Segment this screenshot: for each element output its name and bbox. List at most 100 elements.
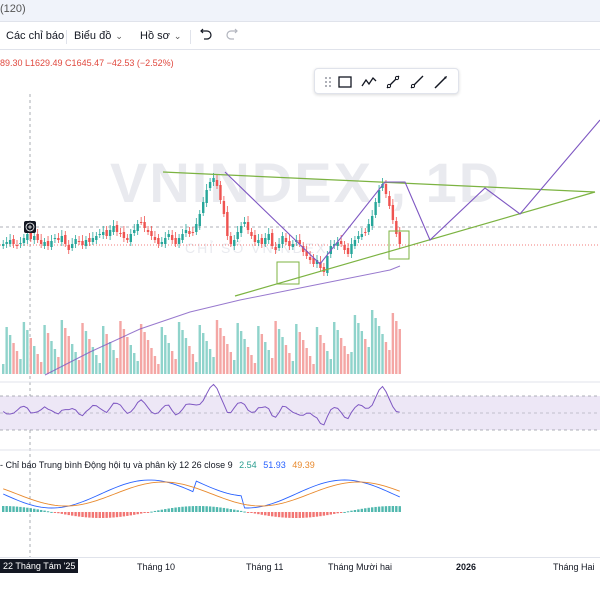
macd-histogram-bar: [198, 506, 201, 512]
brush-icon[interactable]: [433, 74, 449, 90]
volume-bar: [53, 349, 57, 374]
macd-histogram-bar: [395, 506, 398, 512]
window-tab-title[interactable]: (120): [0, 3, 26, 15]
candle-body: [153, 237, 157, 240]
symbol-watermark: VNINDEX , 1D: [110, 151, 502, 214]
volume-bar: [295, 324, 298, 374]
volume-bar: [153, 356, 157, 374]
ray-icon[interactable]: [409, 74, 425, 90]
candle-body: [12, 239, 15, 244]
macd-histogram-bar: [143, 512, 146, 513]
macd-histogram-bar: [129, 512, 132, 516]
pattern-highlight-box[interactable]: [388, 230, 410, 260]
macd-title: - Chỉ báo Trung bình Động hội tụ và phân…: [0, 460, 233, 470]
candle-body: [160, 242, 164, 244]
candle-body: [126, 238, 129, 240]
chart-canvas[interactable]: [0, 94, 600, 557]
path-icon[interactable]: [361, 74, 377, 90]
add-alert-button[interactable]: [24, 221, 36, 233]
triangle-upper-line[interactable]: [162, 171, 596, 193]
volume-bar: [226, 344, 229, 374]
candle-body: [105, 230, 108, 236]
window-titlebar: (120): [0, 0, 600, 22]
volume-bar: [329, 359, 332, 374]
candle-body: [374, 202, 377, 215]
redo-button[interactable]: [226, 28, 238, 44]
macd-histogram-bar: [246, 512, 250, 513]
macd-histogram-bar: [370, 507, 374, 512]
candle-body: [143, 222, 146, 228]
candle-body: [33, 236, 36, 240]
chart-menu-button[interactable]: Biểu đồ ⌄: [74, 28, 123, 44]
volume-bar: [164, 335, 167, 374]
candle-body: [133, 230, 136, 233]
candle-body: [239, 226, 243, 233]
pattern-highlight-box[interactable]: [276, 261, 300, 285]
macd-histogram-bar: [364, 508, 367, 512]
candle-body: [95, 236, 98, 240]
macd-histogram-bar: [267, 512, 270, 516]
candle-body: [181, 234, 184, 240]
macd-histogram-bar: [274, 512, 277, 517]
volume-bar: [64, 328, 67, 374]
macd-histogram-bar: [191, 506, 195, 512]
macd-histogram-bar: [67, 512, 70, 516]
candle-body: [281, 236, 284, 244]
macd-histogram-bar: [253, 512, 257, 514]
macd-histogram-bar: [167, 508, 170, 512]
projection-path[interactable]: [224, 119, 600, 265]
volume-bar: [374, 318, 377, 374]
macd-histogram-bar: [164, 509, 167, 512]
volume-bar: [319, 335, 322, 374]
volume-bar: [39, 362, 43, 374]
volume-bar: [102, 326, 105, 374]
macd-histogram-bar: [153, 510, 157, 512]
candle-body: [384, 184, 388, 194]
volume-bar: [229, 352, 232, 374]
candle-body: [291, 244, 295, 247]
macd-hist-value: 2.54: [239, 460, 257, 470]
undo-button[interactable]: [200, 28, 212, 44]
macd-histogram-bar: [98, 512, 101, 518]
candle-body: [19, 243, 22, 244]
candle-body: [81, 241, 84, 245]
candle-body: [122, 232, 126, 238]
rsi-line: [2, 383, 400, 426]
macd-histogram-bar: [260, 512, 264, 515]
macd-histogram-bar: [208, 506, 212, 512]
macd-histogram-bar: [146, 512, 150, 513]
drag-handle-icon[interactable]: [321, 74, 337, 90]
chevron-down-icon: ⌄: [115, 31, 123, 41]
triangle-lower-line[interactable]: [234, 191, 596, 297]
indicators-button[interactable]: Các chỉ báo: [6, 28, 64, 44]
time-tick: Tháng Mười hai: [328, 562, 392, 572]
macd-legend[interactable]: - Chỉ báo Trung bình Động hội tụ và phân…: [0, 460, 315, 470]
volume-bar: [167, 343, 170, 374]
volume-bar: [195, 362, 198, 374]
candle-body: [8, 240, 12, 244]
triangle-pattern[interactable]: [162, 171, 596, 297]
volume-bar: [346, 354, 350, 374]
profile-menu-button[interactable]: Hồ sơ ⌄: [140, 28, 181, 44]
volume-bar: [15, 351, 19, 374]
trendline-icon[interactable]: [385, 74, 401, 90]
candle-body: [2, 244, 5, 246]
volume-bar: [36, 354, 39, 374]
volume-bar: [143, 332, 146, 374]
candle-body: [74, 239, 77, 244]
candle-body: [102, 232, 105, 235]
macd-histogram-bar: [15, 506, 19, 512]
volume-bar: [139, 324, 143, 374]
candle-body: [70, 244, 74, 248]
candle-body: [215, 180, 219, 186]
macd-histogram-bar: [8, 506, 12, 512]
macd-histogram-bar: [70, 512, 74, 516]
rectangle-icon[interactable]: [337, 74, 353, 90]
volume-bar: [108, 342, 112, 374]
macd-histogram-bar: [88, 512, 91, 518]
redo-icon: [226, 28, 238, 40]
volume-bars: [2, 310, 401, 374]
macd-histogram-bar: [336, 512, 339, 514]
macd-histogram-bar: [12, 506, 15, 512]
time-axis[interactable]: 9 Tháng 10 Tháng 11 Tháng Mười hai 2026 …: [0, 557, 600, 575]
